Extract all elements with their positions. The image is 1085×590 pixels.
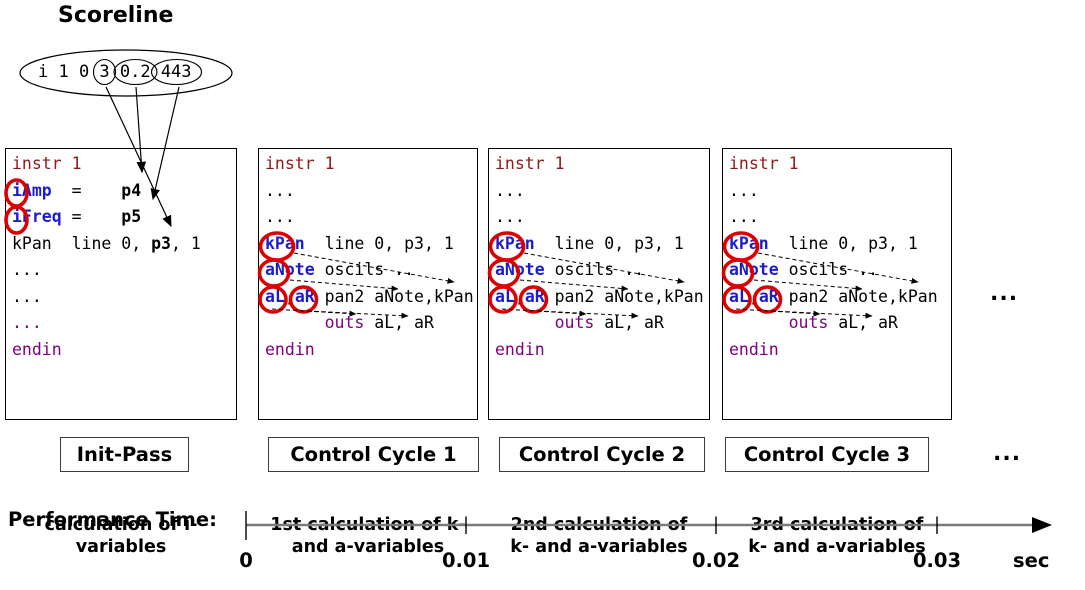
code-line: ... <box>495 180 525 200</box>
code-row-continuation-ellipsis: ... <box>990 281 1019 306</box>
init-pass-box: instr 1 iAmp = p4 iFreq = p5 kPan line 0, p… <box>5 148 237 557</box>
code-line: endin <box>265 339 315 359</box>
label-control-cycle-3: Control Cycle 3 <box>725 437 929 472</box>
code-line: kPan line 0, p3, 1 <box>729 233 918 253</box>
code-line: iFreq = p5 <box>12 207 142 226</box>
init-pass-caption: calculation of i- variables <box>44 515 198 557</box>
tick-label-0-03: 0.03 <box>912 549 962 572</box>
time-axis-arrowhead <box>1032 517 1052 533</box>
scoreline-title: Scoreline <box>58 3 174 28</box>
code-line: ... <box>265 180 295 200</box>
label-control-cycle-2: Control Cycle 2 <box>499 437 705 472</box>
init-pass-code: instr 1 iAmp = p4 iFreq = p5 kPan line 0, p… <box>6 151 236 363</box>
code-line: endin <box>12 339 62 359</box>
code-line: ... <box>265 207 295 226</box>
code-line: ... <box>12 260 42 279</box>
control-cycle-2-caption: 2nd calculation of k- and a-variables <box>510 515 688 557</box>
control-cycle-3-box: instr 1...... kPan line 0, p3, 1 aNote osc… <box>722 148 952 557</box>
control-cycle-2-code: instr 1...... kPan line 0, p3, 1 aNote osc… <box>489 151 709 363</box>
code-line: ... <box>12 313 42 332</box>
code-line: kPan line 0, p3, 1 <box>12 233 201 253</box>
control-cycle-2-box: instr 1...... kPan line 0, p3, 1 aNote osc… <box>488 148 710 557</box>
code-line: endin <box>495 339 545 359</box>
code-line: aL,aR pan2 aNote,kPan <box>265 286 474 306</box>
code-line: ... <box>729 207 759 226</box>
code-line: ... <box>729 180 759 200</box>
code-line: endin <box>729 339 779 359</box>
code-line: kPan line 0, p3, 1 <box>265 233 454 253</box>
tick-label-0-02: 0.02 <box>691 549 741 572</box>
control-cycle-1-code: instr 1...... kPan line 0, p3, 1 aNote osc… <box>259 151 477 363</box>
code-line: aNote oscils .. <box>495 260 645 279</box>
code-line: instr 1 <box>12 154 82 173</box>
code-line: instr 1 <box>265 154 335 173</box>
code-line: instr 1 <box>495 154 565 173</box>
code-line: aL,aR pan2 aNote,kPan <box>495 286 704 306</box>
control-cycle-3-code: instr 1...... kPan line 0, p3, 1 aNote osc… <box>723 151 951 363</box>
code-line: aNote oscils .. <box>265 260 415 279</box>
code-line: iAmp = p4 <box>12 180 142 200</box>
code-line: aL,aR pan2 aNote,kPan <box>729 286 938 306</box>
scoreline-text: i 1 0 3 0.2 443 <box>38 62 192 82</box>
code-line: outs aL, aR <box>554 313 664 332</box>
tick-label-0-01: 0.01 <box>441 549 491 572</box>
label-init-pass: Init-Pass <box>60 437 189 472</box>
code-line: aNote oscils .. <box>729 260 879 279</box>
control-cycle-1-box: instr 1...... kPan line 0, p3, 1 aNote osc… <box>258 148 478 557</box>
code-line: kPan line 0, p3, 1 <box>495 233 684 253</box>
label-row-continuation-ellipsis: ... <box>993 441 1022 466</box>
performance-time-label: Performance Time: <box>8 508 217 531</box>
tick-label-0: 0 <box>239 549 253 572</box>
code-line: instr 1 <box>729 154 799 173</box>
label-control-cycle-1: Control Cycle 1 <box>268 437 479 472</box>
seconds-unit-label: sec <box>1013 549 1050 572</box>
code-line: outs aL, aR <box>788 313 898 332</box>
code-line: ... <box>495 207 525 226</box>
code-line: outs aL, aR <box>324 313 434 332</box>
code-line: ... <box>12 286 42 306</box>
